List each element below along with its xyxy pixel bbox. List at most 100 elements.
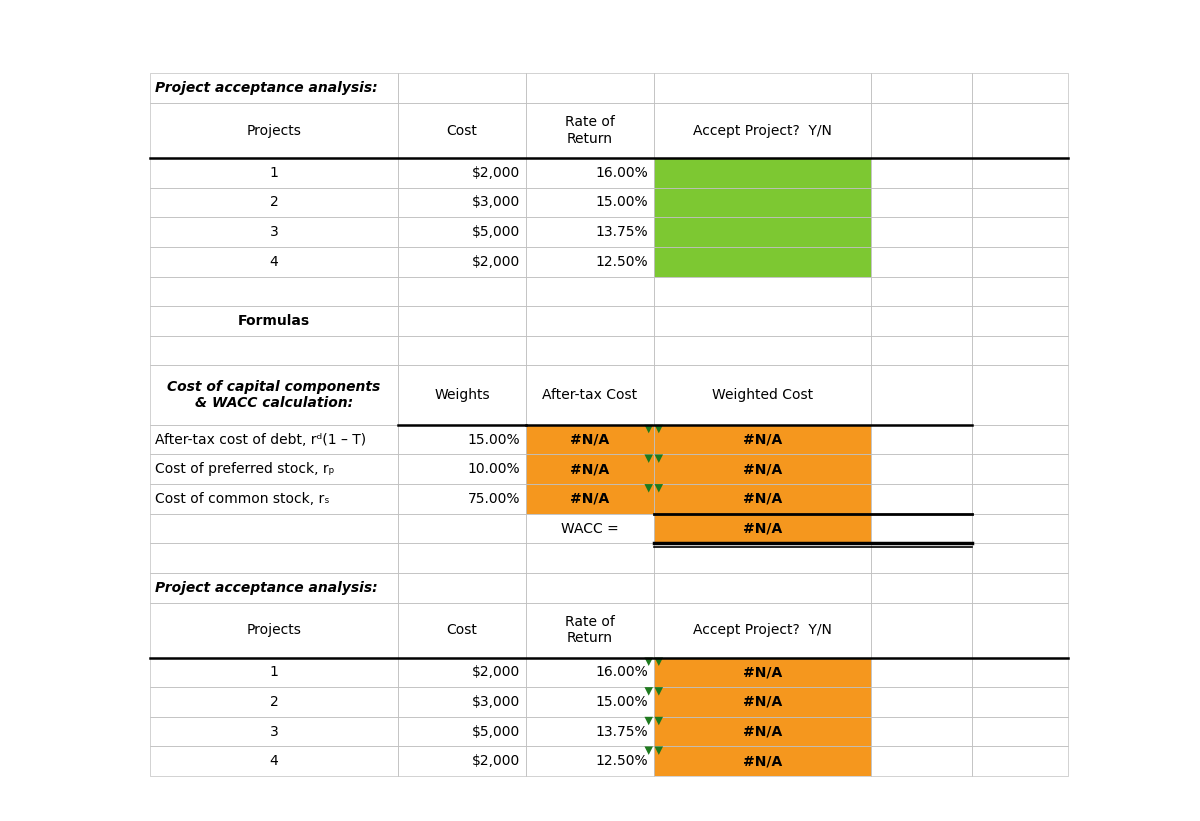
Text: #N/A: #N/A <box>743 521 782 535</box>
Text: 4: 4 <box>270 754 278 768</box>
Text: #N/A: #N/A <box>743 665 782 679</box>
Text: $2,000: $2,000 <box>472 754 521 768</box>
Text: Cost of preferred stock, rₚ: Cost of preferred stock, rₚ <box>156 462 335 476</box>
Bar <box>871 306 972 336</box>
Bar <box>871 277 972 306</box>
Bar <box>972 247 1068 277</box>
Bar <box>526 277 654 306</box>
Bar <box>871 717 972 746</box>
Polygon shape <box>654 424 664 433</box>
Bar <box>871 158 972 188</box>
Bar <box>526 218 654 247</box>
Bar <box>150 74 398 103</box>
Bar <box>871 603 972 658</box>
Bar <box>654 544 871 573</box>
Bar <box>871 424 972 455</box>
Bar <box>871 514 972 544</box>
Text: #N/A: #N/A <box>570 433 610 447</box>
Bar <box>654 455 871 484</box>
Bar <box>972 103 1068 158</box>
Bar <box>972 306 1068 336</box>
Bar <box>526 365 654 424</box>
Bar <box>972 74 1068 103</box>
Bar <box>871 746 972 776</box>
Bar <box>150 573 398 603</box>
Text: Projects: Projects <box>246 623 301 637</box>
Bar <box>150 103 398 158</box>
Bar <box>871 746 972 776</box>
Bar <box>871 603 972 658</box>
Bar <box>871 365 972 424</box>
Bar <box>150 484 398 514</box>
Bar <box>972 306 1068 336</box>
Text: Projects: Projects <box>246 124 301 138</box>
Bar <box>526 544 654 573</box>
Polygon shape <box>654 484 664 493</box>
Bar <box>654 603 871 658</box>
Bar <box>871 188 972 218</box>
Bar <box>398 687 526 717</box>
Bar <box>150 717 398 746</box>
Bar <box>398 746 526 776</box>
Bar <box>150 658 398 687</box>
Text: #N/A: #N/A <box>570 462 610 476</box>
Bar <box>398 188 526 218</box>
Bar <box>871 484 972 514</box>
Text: #N/A: #N/A <box>743 695 782 709</box>
Text: 2: 2 <box>270 195 278 209</box>
Bar <box>972 544 1068 573</box>
Bar <box>972 247 1068 277</box>
Bar <box>972 514 1068 544</box>
Bar <box>972 746 1068 776</box>
Text: 2: 2 <box>270 695 278 709</box>
Bar <box>654 603 871 658</box>
Bar <box>654 424 871 455</box>
Text: 10.00%: 10.00% <box>468 462 521 476</box>
Text: WACC =: WACC = <box>560 521 619 535</box>
Bar <box>972 103 1068 158</box>
Text: $2,000: $2,000 <box>472 665 521 679</box>
Text: #N/A: #N/A <box>743 462 782 476</box>
Bar <box>871 687 972 717</box>
Bar <box>526 746 654 776</box>
Bar <box>398 717 526 746</box>
Bar <box>871 74 972 103</box>
Bar <box>150 687 398 717</box>
Bar <box>150 103 398 158</box>
Bar <box>150 514 398 544</box>
Bar <box>150 74 398 103</box>
Bar <box>526 188 654 218</box>
Bar <box>398 603 526 658</box>
Bar <box>972 544 1068 573</box>
Bar <box>526 746 654 776</box>
Bar <box>526 103 654 158</box>
Bar <box>972 603 1068 658</box>
Text: 1: 1 <box>270 166 278 180</box>
Polygon shape <box>644 687 653 695</box>
Text: Project acceptance analysis:: Project acceptance analysis: <box>156 81 378 95</box>
Bar <box>398 74 526 103</box>
Bar <box>526 158 654 188</box>
Bar <box>398 603 526 658</box>
Bar <box>654 484 871 514</box>
Bar <box>150 514 398 544</box>
Bar <box>526 544 654 573</box>
Bar <box>972 484 1068 514</box>
Bar <box>526 188 654 218</box>
Bar <box>398 544 526 573</box>
Bar <box>972 658 1068 687</box>
Bar <box>972 424 1068 455</box>
Text: $3,000: $3,000 <box>472 695 521 709</box>
Bar <box>150 158 398 188</box>
Bar <box>871 74 972 103</box>
Bar <box>398 658 526 687</box>
Bar <box>398 247 526 277</box>
Text: $5,000: $5,000 <box>472 225 521 239</box>
Text: 4: 4 <box>270 255 278 268</box>
Bar <box>398 455 526 484</box>
Bar <box>654 544 871 573</box>
Text: 12.50%: 12.50% <box>595 255 648 268</box>
Bar <box>150 277 398 306</box>
Bar <box>972 687 1068 717</box>
Text: Weights: Weights <box>434 388 490 402</box>
